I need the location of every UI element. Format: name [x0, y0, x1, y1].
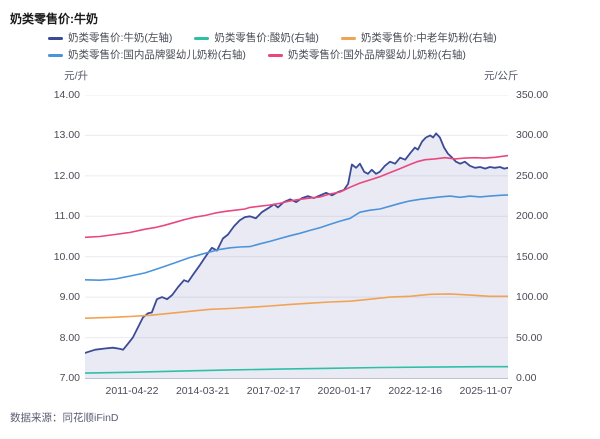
axis-tick-label: 200.00	[516, 210, 549, 223]
data-source: 数据来源：同花顺iFinD	[10, 412, 119, 424]
x-axis-date-label: 2022-12-16	[388, 385, 443, 397]
legend-item[interactable]: 奶类零售价:酸奶(右轴)	[194, 32, 319, 45]
axis-tick-label: 300.00	[516, 129, 549, 142]
legend-item[interactable]: 奶类零售价:中老年奶粉(右轴)	[340, 32, 497, 45]
left-axis-unit: 元/升	[64, 70, 88, 82]
axis-tick-label: 250.00	[516, 169, 549, 182]
axis-tick-label: 9.00	[59, 291, 80, 304]
series-line	[85, 365, 508, 374]
axis-tick-label: 10.00	[53, 250, 80, 263]
series-line	[85, 194, 508, 281]
series-line	[85, 293, 508, 319]
axis-tick-label: 8.00	[59, 331, 80, 344]
x-axis-date-label: 2014-03-21	[175, 385, 230, 397]
x-axis-date-label: 2020-01-17	[317, 385, 372, 397]
legend-item[interactable]: 奶类零售价:国内品牌婴幼儿奶粉(右轴)	[48, 49, 246, 62]
axis-tick-label: 14.00	[53, 89, 80, 101]
legend-row: 奶类零售价:国内品牌婴幼儿奶粉(右轴) 奶类零售价:国外品牌婴幼儿奶粉(右轴)	[48, 49, 548, 62]
axis-tick-label: 0.00	[516, 372, 537, 384]
axis-tick-label: 150.00	[516, 250, 549, 263]
axis-tick-label: 13.00	[53, 129, 80, 142]
legend-line-swatch-icon	[267, 54, 283, 57]
plot-area[interactable]	[85, 95, 508, 379]
axis-tick-label: 100.00	[516, 291, 549, 304]
axis-tick-label: 11.00	[54, 210, 81, 223]
axis-tick-label: 50.00	[516, 331, 543, 344]
series-line	[85, 132, 508, 354]
legend-item-label: 奶类零售价:国内品牌婴幼儿奶粉(右轴)	[68, 49, 246, 61]
legend-row: 奶类零售价:牛奶(左轴) 奶类零售价:酸奶(右轴) 奶类零售价:中老年奶粉(右轴)	[48, 32, 548, 45]
legend-item-label: 奶类零售价:酸奶(右轴)	[214, 32, 319, 44]
series-line	[85, 154, 508, 239]
chart-title: 奶类零售价:牛奶	[10, 12, 98, 26]
right-axis-unit: 元/公斤	[484, 70, 519, 82]
legend-line-swatch-icon	[340, 37, 356, 40]
legend-item-label: 奶类零售价:牛奶(左轴)	[68, 32, 173, 44]
legend-line-swatch-icon	[48, 37, 63, 40]
series-area-fill	[85, 133, 508, 378]
legend-line-swatch-icon	[48, 54, 63, 57]
legend-item[interactable]: 奶类零售价:国外品牌婴幼儿奶粉(右轴)	[267, 49, 466, 62]
axis-tick-label: 350.00	[516, 89, 549, 101]
legend-item[interactable]: 奶类零售价:牛奶(左轴)	[48, 32, 172, 45]
x-axis-date-label: 2025-11-07	[459, 385, 513, 397]
x-axis-date-label: 2017-02-17	[246, 385, 301, 397]
legend-line-swatch-icon	[194, 37, 210, 40]
legend-item-label: 奶类零售价:国外品牌婴幼儿奶粉(右轴)	[287, 49, 466, 61]
x-axis-date-label: 2011-04-22	[105, 385, 159, 397]
plot-svg	[85, 95, 508, 378]
legend: 奶类零售价:牛奶(左轴) 奶类零售价:酸奶(右轴) 奶类零售价:中老年奶粉(右轴) 奶…	[48, 32, 548, 66]
axis-tick-label: 7.00	[59, 372, 80, 384]
legend-item-label: 奶类零售价:中老年奶粉(右轴)	[360, 32, 497, 44]
axis-tick-label: 12.00	[53, 169, 80, 182]
